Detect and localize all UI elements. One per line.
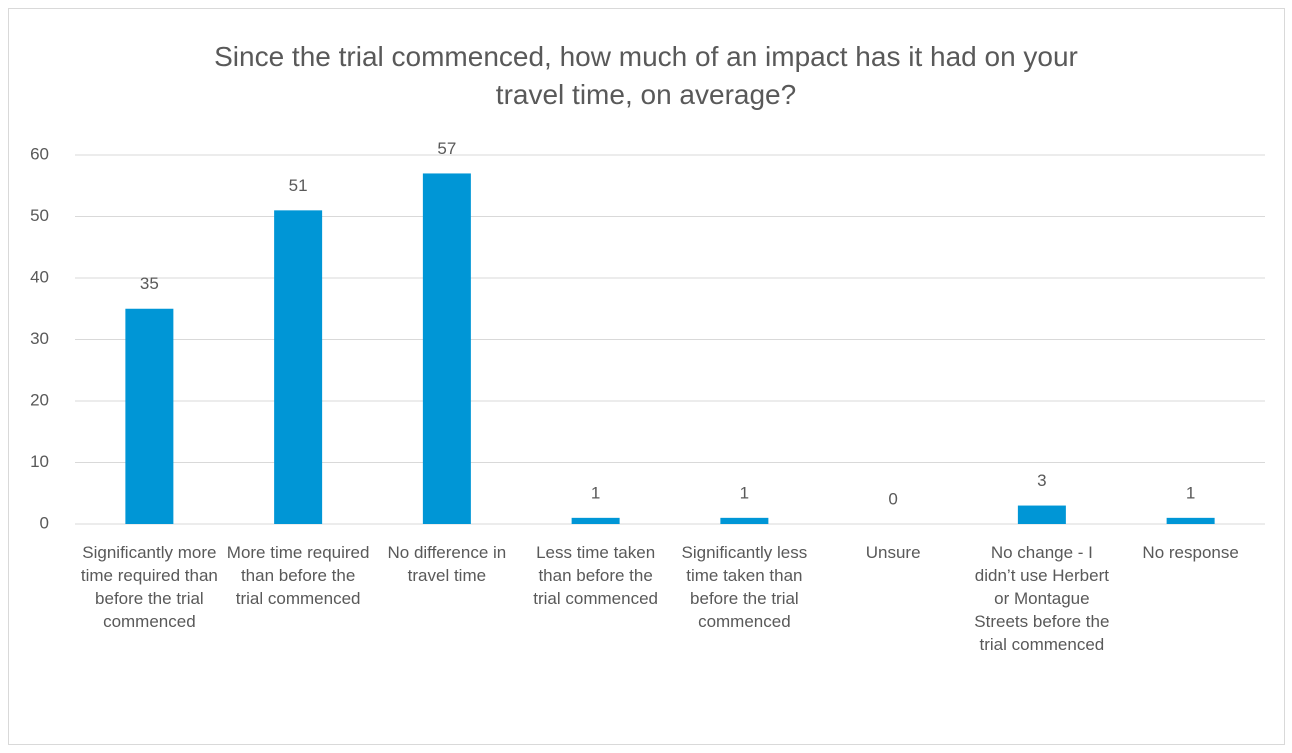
bar <box>720 517 769 524</box>
data-label: 1 <box>1186 483 1195 502</box>
data-label: 1 <box>591 483 600 502</box>
y-tick-label: 0 <box>40 513 49 532</box>
x-tick-label: Significantly more time required than be… <box>80 543 218 631</box>
data-label: 0 <box>888 489 897 508</box>
data-label: 35 <box>140 274 159 293</box>
chart-title: Since the trial commenced, how much of a… <box>214 41 1078 110</box>
y-tick-label: 40 <box>30 267 49 286</box>
y-tick-label: 30 <box>30 329 49 348</box>
bar <box>571 517 620 524</box>
data-label: 51 <box>289 176 308 195</box>
x-tick-label: More time required than before the trial… <box>226 543 370 608</box>
x-tick-label: Unsure <box>865 543 921 562</box>
data-label: 1 <box>740 483 749 502</box>
y-tick-label: 10 <box>30 452 49 471</box>
y-tick-label: 20 <box>30 390 49 409</box>
y-tick-label: 60 <box>30 144 49 163</box>
bar <box>274 210 323 524</box>
bar <box>1166 517 1215 524</box>
chart-border <box>8 8 1285 745</box>
bar <box>1017 505 1066 524</box>
data-label: 57 <box>437 139 456 158</box>
x-tick-label: Significantly less time taken than befor… <box>681 543 808 631</box>
bar <box>125 308 174 524</box>
x-tick-label: Less time taken than before the trial co… <box>533 543 658 608</box>
x-tick-label: No difference in travel time <box>387 543 507 585</box>
y-tick-label: 50 <box>30 206 49 225</box>
bar <box>422 173 471 524</box>
x-tick-label: No change - I didn’t use Herbert or Mont… <box>974 543 1110 654</box>
x-tick-label: No response <box>1142 543 1239 562</box>
data-label: 3 <box>1037 471 1046 490</box>
